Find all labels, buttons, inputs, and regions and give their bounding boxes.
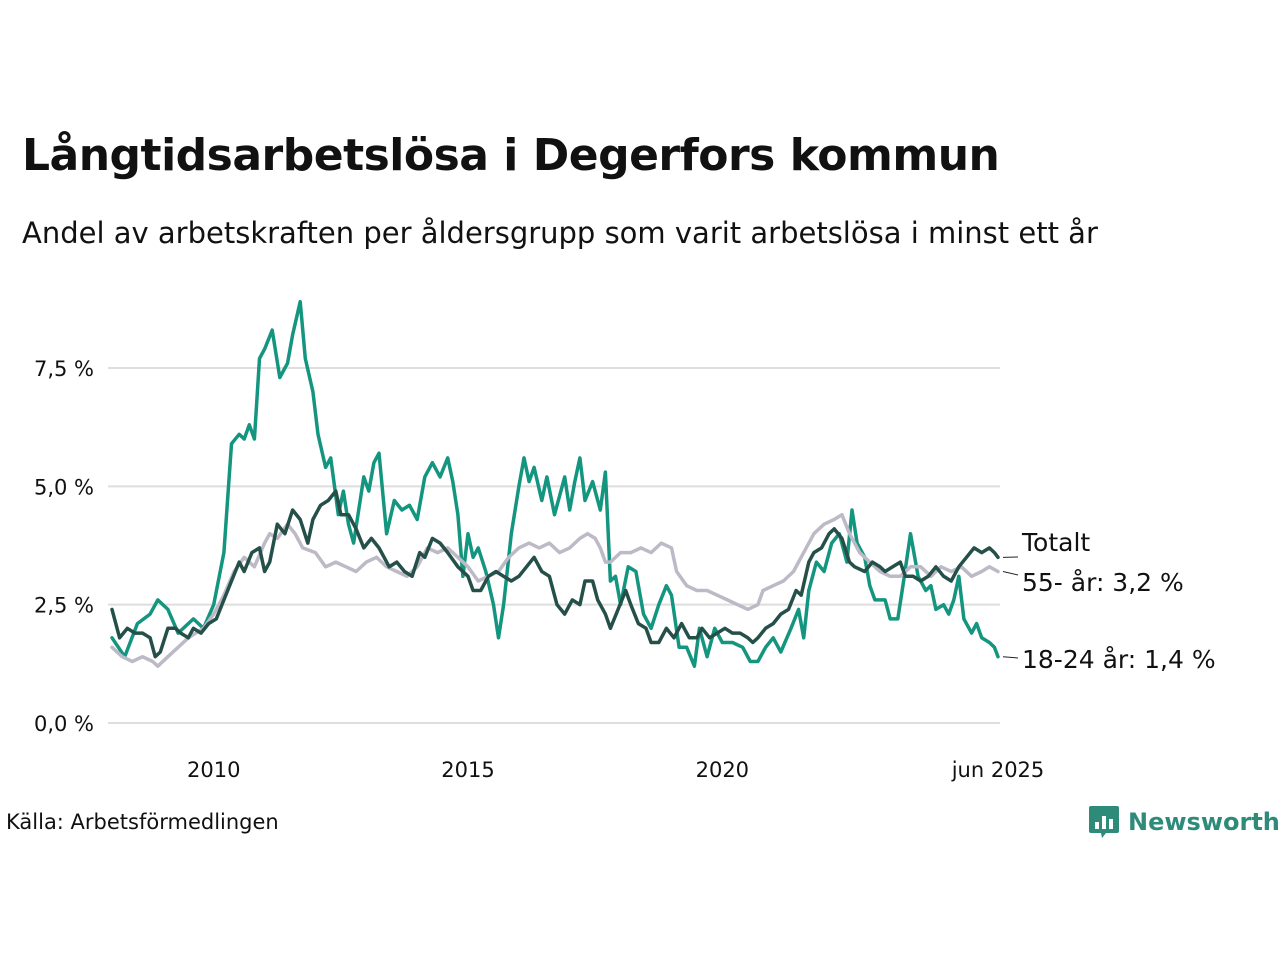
end-label: 55- år: 3,2 %	[1022, 568, 1184, 597]
x-tick-label: 2010	[187, 758, 240, 782]
x-tick-label: 2015	[441, 758, 494, 782]
y-axis-ticks: 0,0 % 2,5 % 5,0 % 7,5 %	[34, 357, 94, 736]
label-connector	[1002, 571, 1019, 576]
y-tick-label: 2,5 %	[34, 594, 94, 618]
series-lines	[110, 299, 1000, 668]
y-tick-label: 0,0 %	[34, 712, 94, 736]
series-line-totalt	[110, 489, 1000, 659]
label-connector	[1002, 656, 1019, 659]
series-line-18-24-r	[110, 299, 1000, 668]
newsworthy-logo[interactable]: Newsworthy	[1088, 804, 1280, 840]
y-tick-label: 7,5 %	[34, 357, 94, 381]
chart-title: Långtidsarbetslösa i Degerfors kommun	[22, 130, 1000, 181]
logo-text: Newsworthy	[1128, 808, 1280, 836]
series-line-55-r	[110, 512, 1000, 668]
end-label: 18-24 år: 1,4 %	[1022, 645, 1216, 674]
newsworthy-bar-chart-icon	[1089, 806, 1119, 838]
source-note: Källa: Arbetsförmedlingen	[6, 810, 279, 834]
gridlines	[108, 367, 1000, 724]
x-axis-ticks: 2010 2015 2020 jun 2025	[187, 758, 1044, 782]
chart-subtitle: Andel av arbetskraften per åldersgrupp s…	[22, 216, 1098, 250]
x-tick-label: 2020	[696, 758, 749, 782]
x-tick-label: jun 2025	[951, 758, 1045, 782]
y-tick-label: 5,0 %	[34, 475, 94, 499]
end-label: Totalt	[1021, 528, 1090, 557]
end-labels: Totalt 55- år: 3,2 % 18-24 år: 1,4 %	[1002, 528, 1216, 674]
